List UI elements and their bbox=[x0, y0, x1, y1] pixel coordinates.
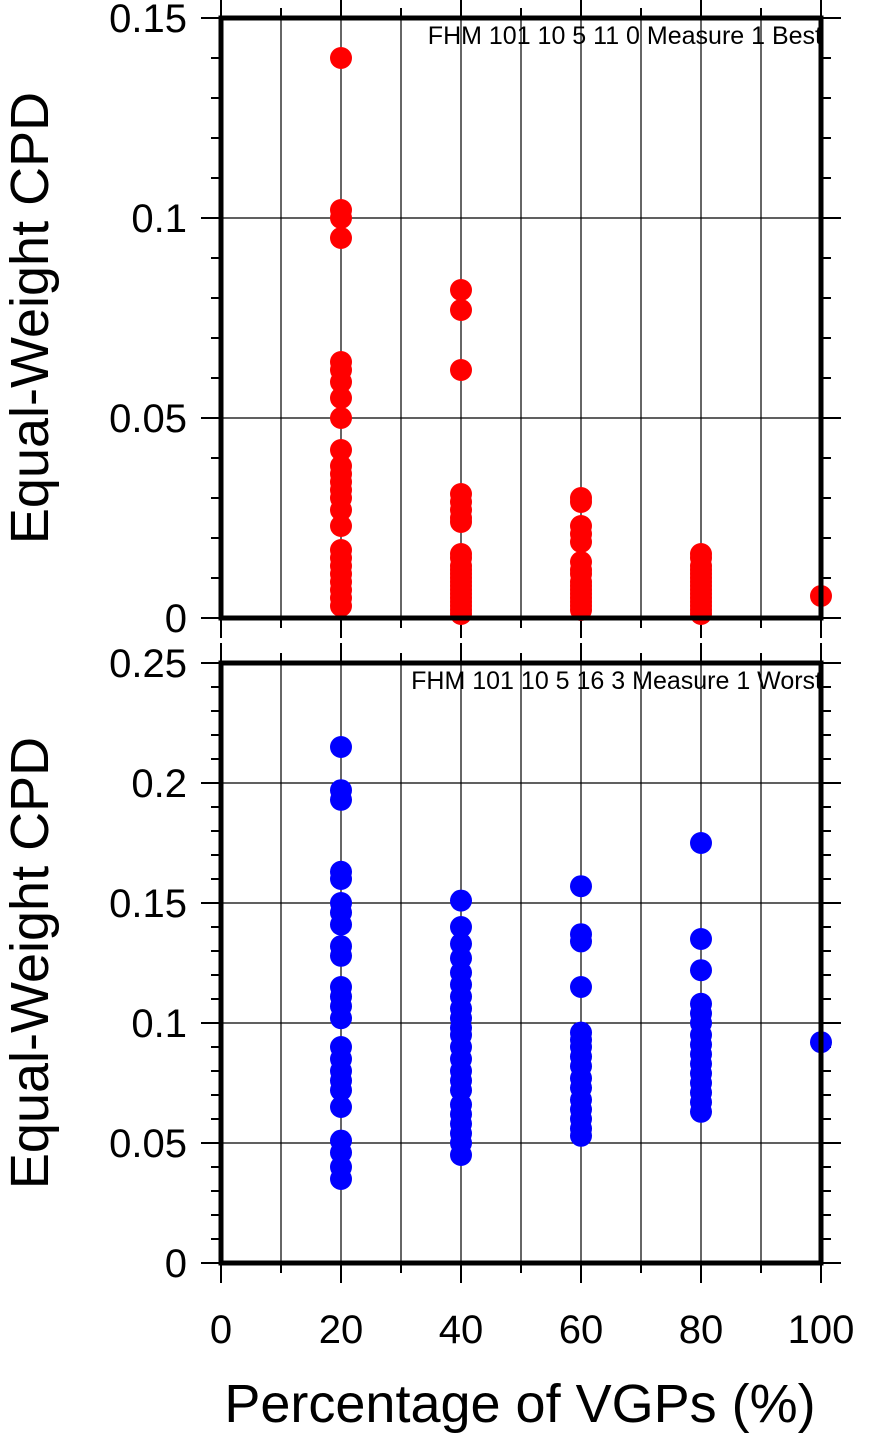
data-point bbox=[330, 47, 352, 69]
data-point bbox=[330, 207, 352, 229]
y-tick-label: 0.15 bbox=[109, 0, 187, 41]
plot-frame bbox=[218, 660, 824, 1266]
data-point bbox=[330, 1096, 352, 1118]
top-scatter-panel: 0 0.05 0.1 0.15 FHM 101 10 5 11 0 Measure 1 … bbox=[0, 0, 841, 641]
data-point bbox=[330, 1007, 352, 1030]
data-point bbox=[330, 1079, 352, 1102]
x-tick-label: 60 bbox=[559, 1308, 604, 1352]
x-tick-label: 20 bbox=[319, 1308, 364, 1352]
data-point bbox=[330, 407, 352, 429]
y-axis-title: Equal-Weight CPD bbox=[0, 92, 60, 544]
data-point bbox=[450, 889, 472, 912]
data-point bbox=[450, 299, 472, 321]
y-tick-label: 0.1 bbox=[131, 1002, 187, 1046]
data-point bbox=[330, 595, 352, 617]
data-point bbox=[570, 875, 592, 898]
data-point bbox=[330, 788, 352, 811]
plot-frame bbox=[218, 15, 824, 621]
data-point bbox=[690, 959, 712, 982]
panel-annotation: FHM 101 10 5 16 3 Measure 1 Worst bbox=[411, 667, 822, 695]
data-point bbox=[570, 976, 592, 998]
data-point bbox=[570, 1124, 592, 1147]
panel-annotation: FHM 101 10 5 11 0 Measure 1 Best bbox=[428, 22, 822, 50]
data-point bbox=[450, 359, 472, 381]
x-tick-label: 40 bbox=[439, 1308, 484, 1352]
data-point bbox=[330, 499, 352, 521]
data-point bbox=[330, 944, 352, 967]
y-tick-label: 0.05 bbox=[109, 1122, 187, 1166]
data-point bbox=[570, 930, 592, 953]
y-tick-label: 0.1 bbox=[131, 197, 187, 241]
data-point bbox=[690, 603, 712, 625]
data-point bbox=[330, 371, 352, 393]
data-point bbox=[570, 491, 592, 513]
x-tick-label: 80 bbox=[679, 1308, 724, 1352]
y-tick-label: 0.15 bbox=[109, 882, 187, 926]
data-point bbox=[450, 916, 472, 938]
x-axis-title: Percentage of VGPs (%) bbox=[224, 1374, 815, 1434]
data-point bbox=[330, 515, 352, 537]
y-tick-label: 0.05 bbox=[109, 397, 187, 441]
data-point bbox=[690, 832, 712, 854]
data-point bbox=[330, 736, 352, 758]
y-tick-label: 0.2 bbox=[131, 762, 187, 806]
data-point bbox=[690, 1100, 712, 1123]
y-axis-title: Equal-Weight CPD bbox=[0, 737, 60, 1189]
bottom-scatter-panel: 0 0.05 0.1 0.15 0.2 0.25 0 20 40 60 80 100 FHM 101 1… bbox=[0, 642, 854, 1352]
data-point bbox=[690, 928, 712, 950]
data-point bbox=[450, 603, 472, 625]
y-tick-label: 0 bbox=[165, 597, 187, 641]
x-tick-label: 100 bbox=[788, 1308, 855, 1352]
data-point bbox=[330, 868, 352, 890]
x-tick-label: 0 bbox=[210, 1308, 232, 1352]
data-point bbox=[450, 511, 472, 533]
data-point bbox=[330, 1168, 352, 1190]
data-point bbox=[330, 387, 352, 409]
data-point bbox=[330, 439, 352, 461]
data-point bbox=[450, 1144, 472, 1166]
y-tick-label: 0.25 bbox=[109, 642, 187, 686]
data-point bbox=[330, 913, 352, 936]
data-point bbox=[570, 531, 592, 553]
y-tick-label: 0 bbox=[165, 1242, 187, 1286]
data-point bbox=[450, 279, 472, 301]
data-point bbox=[330, 227, 352, 249]
